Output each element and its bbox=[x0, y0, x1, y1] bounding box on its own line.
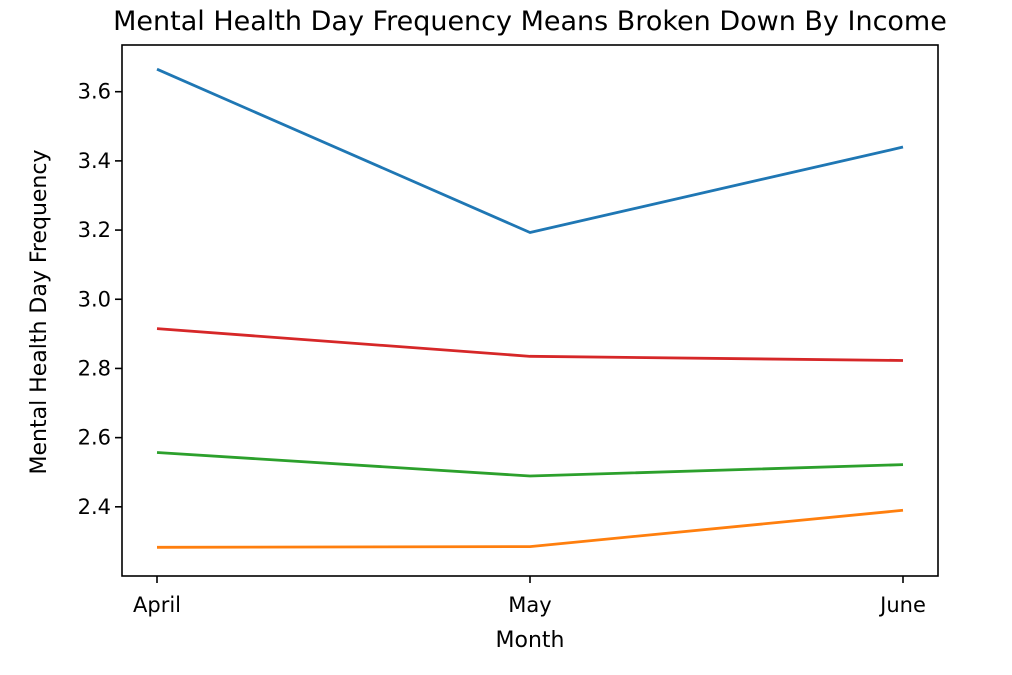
series-line-1 bbox=[156, 67, 904, 234]
series-line-4 bbox=[156, 327, 904, 362]
y-tick-label: 3.0 bbox=[78, 287, 111, 311]
x-axis-label: Month bbox=[496, 628, 565, 653]
y-axis-label: Mental Health Day Frequency bbox=[27, 150, 52, 475]
y-tick-label: 2.4 bbox=[78, 495, 111, 519]
series-line-3 bbox=[156, 451, 904, 478]
x-axis: April May June bbox=[133, 576, 926, 617]
plot-area-frame bbox=[121, 44, 939, 577]
y-tick-label: 3.2 bbox=[78, 218, 111, 242]
plot-series bbox=[156, 67, 904, 549]
y-axis: 2.4 2.6 2.8 3.0 3.2 3.4 3.6 bbox=[78, 80, 122, 519]
y-tick-label: 2.6 bbox=[78, 426, 111, 450]
y-tick-label: 3.6 bbox=[78, 80, 111, 104]
chart-title: Mental Health Day Frequency Means Broken… bbox=[113, 6, 947, 37]
x-tick-label: April bbox=[133, 593, 181, 617]
series-line-2 bbox=[156, 508, 904, 549]
x-tick-label: May bbox=[508, 593, 551, 617]
x-tick-label: June bbox=[878, 593, 926, 617]
y-tick-label: 2.8 bbox=[78, 356, 111, 380]
y-tick-label: 3.4 bbox=[78, 149, 111, 173]
